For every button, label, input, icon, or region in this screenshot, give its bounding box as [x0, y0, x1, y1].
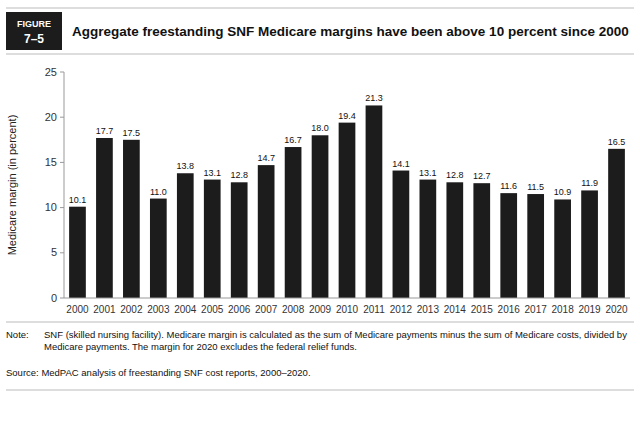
data-label: 18.0	[311, 123, 329, 133]
x-tick-label: 2012	[390, 304, 413, 315]
x-tick-label: 2020	[605, 304, 628, 315]
y-axis: 0 5 10 15 20 25 Medicare margin (in percent)	[6, 66, 64, 304]
data-label: 11.0	[150, 187, 167, 197]
x-tick-label: 2017	[525, 304, 548, 315]
figure-label-line1: FIGURE	[17, 19, 51, 29]
y-tick	[60, 162, 64, 163]
bar	[258, 165, 275, 298]
x-tick-label: 2002	[120, 304, 143, 315]
note-body: SNF (skilled nursing facility). Medicare…	[44, 329, 627, 352]
bar	[69, 207, 86, 298]
y-tick	[60, 298, 64, 299]
source: Source: MedPAC analysis of freestanding …	[6, 367, 311, 378]
data-label: 17.7	[96, 126, 114, 136]
x-tick-label: 2010	[336, 304, 359, 315]
x-tick-label: 2019	[578, 304, 601, 315]
note-line: Medicare payments. The margin for 2020 e…	[44, 341, 357, 352]
data-label: 13.1	[203, 168, 221, 178]
bar	[177, 173, 194, 298]
y-axis-line	[64, 72, 65, 298]
x-tick-label: 2007	[255, 304, 278, 315]
y-tick-label: 20	[45, 111, 57, 123]
data-label: 10.9	[554, 187, 572, 197]
y-tick-label: 25	[45, 66, 57, 78]
bar	[123, 140, 140, 298]
x-tick-label: 2009	[309, 304, 332, 315]
bar	[420, 180, 437, 298]
bar	[96, 138, 113, 298]
data-label: 14.1	[392, 159, 410, 169]
data-label: 13.1	[419, 168, 437, 178]
data-label: 13.8	[177, 161, 195, 171]
note-label: Note:	[6, 329, 29, 340]
x-tick-label: 2008	[282, 304, 305, 315]
bars	[69, 105, 625, 298]
x-axis-line	[64, 298, 630, 299]
data-label: 12.7	[473, 171, 491, 181]
x-tick-label: 2016	[498, 304, 521, 315]
bar	[581, 190, 598, 298]
data-label: 11.6	[500, 181, 517, 191]
notes-separator	[6, 322, 634, 323]
title: Aggregate freestanding SNF Medicare marg…	[72, 24, 629, 39]
bar	[339, 123, 356, 298]
x-tick-label: 2001	[93, 304, 116, 315]
data-label: 21.3	[365, 93, 383, 103]
bar	[393, 171, 410, 298]
figure-label-line2: 7–5	[24, 32, 44, 46]
y-axis-label: Medicare margin (in percent)	[6, 115, 18, 256]
bar	[312, 135, 329, 298]
bottom-separator	[6, 390, 634, 391]
bar	[204, 180, 221, 298]
background	[0, 0, 640, 447]
bar	[473, 183, 490, 298]
x-tick-label: 2015	[471, 304, 494, 315]
bar	[500, 193, 517, 298]
bar	[527, 194, 544, 298]
top-separator	[6, 8, 634, 9]
x-tick-label: 2003	[147, 304, 170, 315]
x-tick-label: 2006	[228, 304, 251, 315]
y-tick	[60, 252, 64, 253]
bar	[446, 182, 463, 298]
data-label: 12.8	[446, 170, 464, 180]
figure-label-box	[6, 12, 62, 50]
bar	[150, 199, 167, 298]
y-tick	[60, 117, 64, 118]
y-tick-label: 15	[45, 156, 57, 168]
header-separator	[6, 54, 634, 55]
y-tick-label: 0	[51, 292, 57, 304]
data-label: 12.8	[230, 170, 248, 180]
chart: FIGURE 7–5 Aggregate freestanding SNF Medi…	[0, 0, 640, 447]
x-tick-label: 2004	[174, 304, 197, 315]
data-label: 16.5	[608, 137, 626, 147]
y-tick	[60, 72, 64, 73]
bar	[554, 199, 571, 298]
x-tick-label: 2014	[444, 304, 467, 315]
data-label: 11.9	[581, 178, 598, 188]
x-axis: 2000 2001 2002 2003 2004 2005 2006 2007 2008 2009…	[64, 298, 630, 315]
data-labels: 10.1 17.7 17.5 11.0 13.8 13.1 12.8 14.7 16.7 18.0…	[69, 93, 626, 204]
data-label: 17.5	[123, 128, 141, 138]
y-tick-label: 5	[51, 246, 57, 258]
data-label: 10.1	[69, 195, 87, 205]
y-tick	[60, 207, 64, 208]
figure-label: FIGURE 7–5	[6, 12, 62, 50]
data-label: 11.5	[527, 182, 544, 192]
bar	[608, 149, 625, 298]
data-label: 14.7	[257, 153, 275, 163]
x-tick-label: 2005	[201, 304, 224, 315]
x-tick-label: 2013	[417, 304, 440, 315]
bar	[366, 105, 383, 298]
bar	[231, 182, 248, 298]
data-label: 19.4	[338, 111, 356, 121]
x-tick-label: 2018	[551, 304, 574, 315]
x-tick-label: 2000	[66, 304, 89, 315]
x-tick-label: 2011	[363, 304, 385, 315]
y-tick-label: 10	[45, 201, 57, 213]
data-label: 16.7	[284, 135, 302, 145]
note-line: SNF (skilled nursing facility). Medicare…	[44, 329, 627, 340]
bar	[285, 147, 302, 298]
